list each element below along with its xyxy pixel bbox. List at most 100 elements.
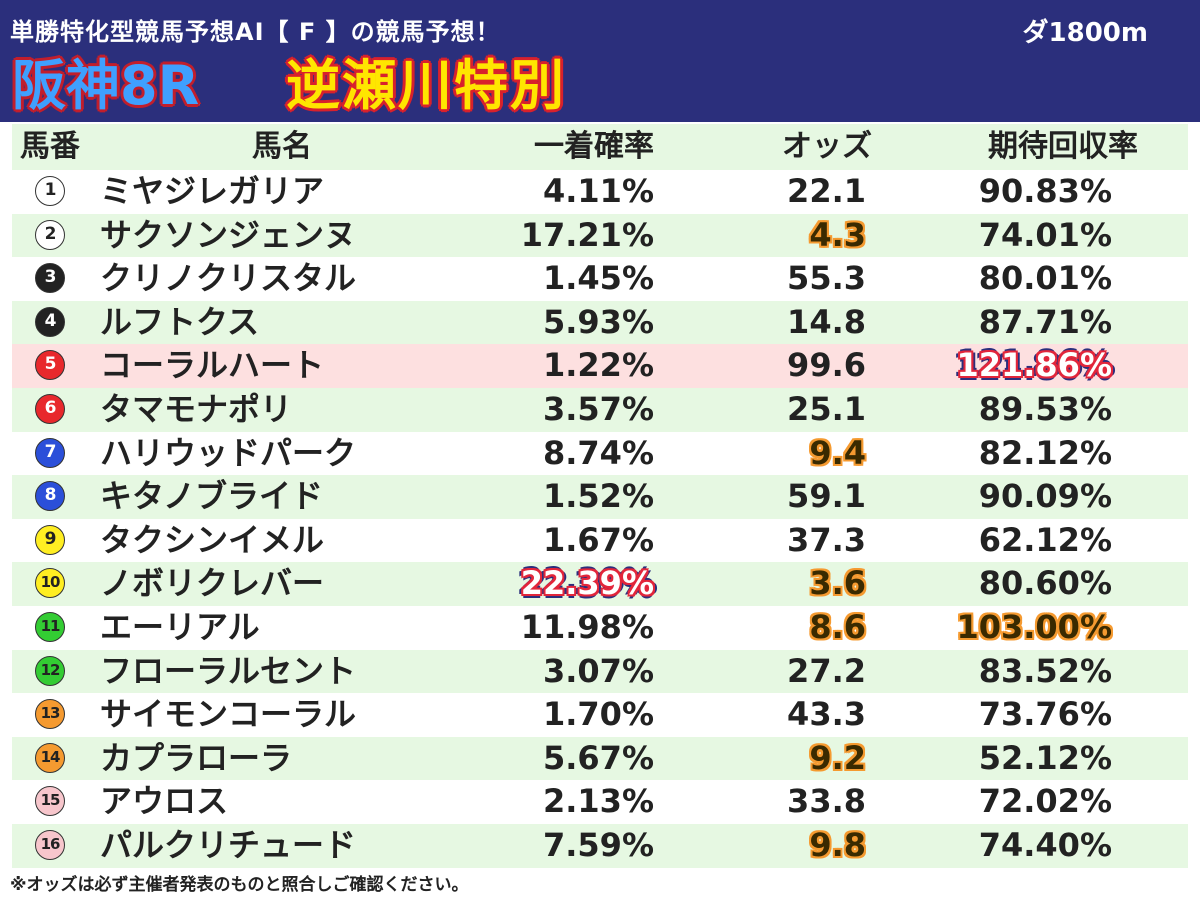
odds-value: 43.3 (787, 695, 866, 734)
horse-number-badge: 9 (35, 524, 65, 555)
horse-number-cell: 9 (12, 519, 88, 563)
table-row: 15 アウロス 2.13% 33.8 72.02% (12, 780, 1188, 824)
expected-return: 90.83% (978, 172, 1112, 210)
horse-number-cell: 6 (12, 388, 88, 432)
race-distance: ダ1800m (1022, 18, 1148, 48)
horse-number-cell: 11 (12, 606, 88, 650)
horse-number-cell: 2 (12, 214, 88, 258)
odds-value: 22.1 (787, 172, 866, 210)
odds-value: 37.3 (787, 520, 866, 559)
odds-value: 14.8 (787, 302, 866, 341)
expected-return: 90.09% (978, 477, 1112, 516)
expected-return: 82.12% (978, 433, 1112, 472)
expected-return: 89.53% (978, 389, 1112, 428)
odds-value: 25.1 (787, 389, 866, 428)
win-probability: 5.93% (542, 302, 654, 341)
horse-number-cell: 7 (12, 432, 88, 476)
table-row: 5 コーラルハート 1.22% 99.6 121.86% (12, 344, 1188, 388)
table-row: 1 ミヤジレガリア 4.11% 22.1 90.83% (12, 170, 1188, 214)
win-probability: 8.74% (542, 433, 654, 472)
odds-value: 33.8 (787, 782, 866, 821)
table-row: 14 カプラローラ 5.67% 9.2 52.12% (12, 736, 1188, 781)
expected-return: 74.40% (978, 825, 1112, 864)
win-probability: 5.67% (542, 738, 654, 777)
table-row: 9 タクシンイメル 1.67% 37.3 62.12% (12, 518, 1188, 563)
win-probability: 1.52% (542, 477, 654, 516)
expected-return: 83.52% (978, 651, 1112, 690)
horse-number-badge: 2 (35, 219, 65, 250)
horse-name: コーラルハート (100, 346, 325, 385)
odds-value: 59.1 (787, 477, 866, 516)
odds-value: 9.4 (809, 433, 866, 472)
odds-value: 3.6 (809, 564, 866, 603)
header-name: 馬名 (252, 129, 312, 164)
horse-number-badge: 7 (35, 437, 65, 468)
expected-return: 72.02% (978, 782, 1112, 821)
expected-return: 73.76% (978, 695, 1112, 734)
horse-name: ノボリクレバー (100, 564, 325, 603)
horse-number-badge: 8 (35, 481, 65, 512)
header-num: 馬番 (20, 129, 80, 164)
horse-number-cell: 13 (12, 693, 88, 737)
horse-number-cell: 3 (12, 257, 88, 301)
odds-value: 9.2 (809, 738, 866, 777)
odds-value: 27.2 (787, 651, 866, 690)
win-probability: 22.39% (520, 564, 654, 603)
odds-value: 4.3 (809, 215, 866, 254)
win-probability: 1.45% (542, 259, 654, 298)
odds-value: 9.8 (809, 825, 866, 864)
horse-number-badge: 3 (35, 263, 65, 294)
horse-number-badge: 5 (35, 350, 65, 381)
table-row: 11 エーリアル 11.98% 8.6 103.00% (12, 605, 1188, 650)
horse-name: パルクリチュード (100, 825, 357, 864)
expected-return: 74.01% (978, 215, 1112, 254)
horse-name: フローラルセント (100, 651, 357, 690)
win-probability: 4.11% (542, 172, 654, 210)
horse-number-cell: 15 (12, 780, 88, 824)
header-odds: オッズ (782, 129, 872, 164)
horse-number-cell: 14 (12, 737, 88, 781)
win-probability: 11.98% (520, 607, 654, 646)
table-header-row: 馬番 馬名 一着確率 オッズ 期待回収率 (12, 124, 1188, 170)
horse-number-badge: 6 (35, 393, 65, 424)
expected-return: 103.00% (956, 607, 1112, 646)
horse-number-badge: 15 (35, 786, 65, 817)
horse-name: サイモンコーラル (100, 695, 357, 734)
race-name: 逆瀬川特別 (286, 54, 566, 117)
page-subtitle: 単勝特化型競馬予想AI【 F 】の競馬予想！ (10, 18, 501, 46)
table-row: 3 クリノクリスタル 1.45% 55.3 80.01% (12, 257, 1188, 301)
horse-name: サクソンジェンヌ (100, 215, 357, 254)
horse-number-cell: 1 (12, 170, 88, 214)
horse-name: カプラローラ (100, 738, 293, 777)
horse-name: キタノブライド (100, 477, 324, 516)
horse-number-cell: 12 (12, 650, 88, 694)
table-row: 10 ノボリクレバー 22.39% 3.6 80.60% (12, 562, 1188, 606)
horse-number-cell: 8 (12, 475, 88, 519)
horse-number-badge: 4 (35, 306, 65, 337)
horse-number-badge: 10 (35, 568, 65, 599)
horse-number-badge: 14 (35, 742, 65, 773)
table-row: 13 サイモンコーラル 1.70% 43.3 73.76% (12, 693, 1188, 737)
win-probability: 3.07% (542, 651, 654, 690)
horse-name: ハリウッドパーク (100, 433, 357, 472)
table-row: 8 キタノブライド 1.52% 59.1 90.09% (12, 475, 1188, 519)
odds-value: 99.6 (787, 346, 866, 385)
win-probability: 17.21% (520, 215, 654, 254)
expected-return: 80.60% (978, 564, 1112, 603)
horse-name: アウロス (100, 782, 229, 821)
horse-name: ルフトクス (100, 302, 260, 341)
horse-name: タマモナポリ (100, 389, 293, 428)
horse-number-badge: 11 (35, 611, 65, 642)
horse-number-badge: 1 (35, 176, 65, 206)
table-row: 4 ルフトクス 5.93% 14.8 87.71% (12, 300, 1188, 345)
win-probability: 1.22% (542, 346, 654, 385)
expected-return: 80.01% (978, 259, 1112, 298)
win-probability: 3.57% (542, 389, 654, 428)
prediction-table: 馬番 馬名 一着確率 オッズ 期待回収率 1 ミヤジレガリア 4.11% 22.1 90… (0, 124, 1200, 868)
horse-name: クリノクリスタル (100, 259, 357, 298)
expected-return: 121.86% (956, 346, 1112, 385)
horse-name: タクシンイメル (100, 520, 325, 559)
horse-number-cell: 5 (12, 344, 88, 388)
table-row: 12 フローラルセント 3.07% 27.2 83.52% (12, 649, 1188, 694)
table-row: 6 タマモナポリ 3.57% 25.1 89.53% (12, 387, 1188, 432)
